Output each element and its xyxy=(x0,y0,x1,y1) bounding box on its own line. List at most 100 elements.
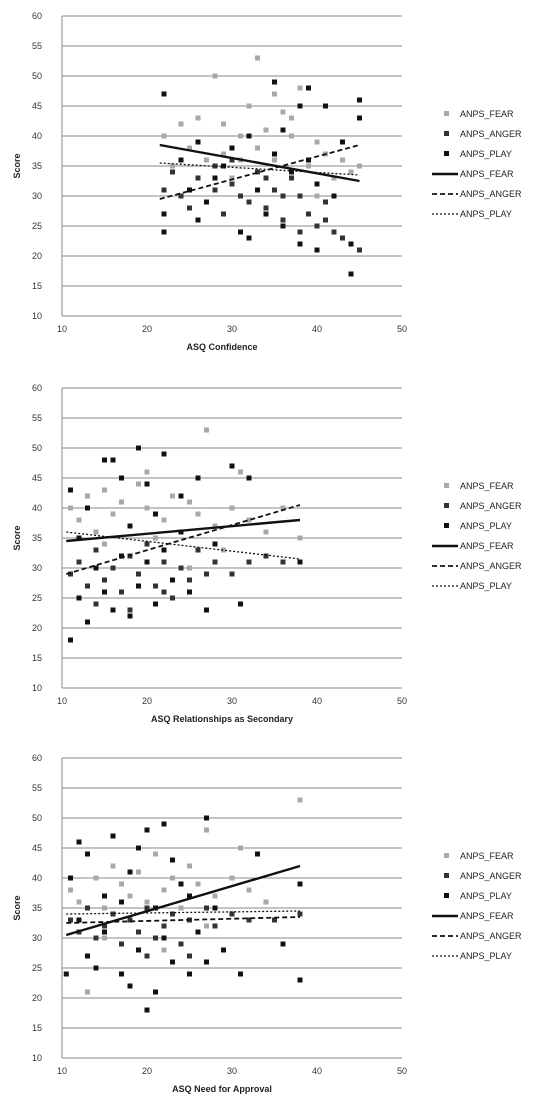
scatter-point-anps-play xyxy=(161,91,167,97)
scatter-point-anps-play xyxy=(204,607,209,613)
scatter-point-anps-play xyxy=(144,1007,150,1013)
legend-label: ANPS_PLAY xyxy=(460,149,512,159)
scatter-point-anps-fear xyxy=(187,145,192,151)
scatter-point-anps-fear xyxy=(127,893,133,899)
scatter-point-anps-play xyxy=(102,457,107,463)
scatter-point-anps-play xyxy=(127,869,133,875)
scatter-point-anps-play xyxy=(306,157,311,163)
y-tick-label: 20 xyxy=(32,623,42,633)
scatter-point-anps-play xyxy=(348,241,354,247)
scatter-point-anps-anger xyxy=(161,589,167,595)
y-axis-label: Score xyxy=(12,153,22,178)
scatter-point-anps-play xyxy=(144,481,150,487)
scatter-point-anps-play xyxy=(170,577,175,583)
scatter-point-anps-anger xyxy=(289,175,294,181)
scatter-point-anps-fear xyxy=(153,851,158,857)
scatter-point-anps-fear xyxy=(153,535,158,541)
legend: ANPS_FEAR ANPS_ANGER ANPS_PLAY ANPS_FEAR ANP… xyxy=(432,481,522,591)
scatter-point-anps-anger xyxy=(306,211,311,217)
scatter-point-anps-anger xyxy=(93,547,99,553)
scatter-point-anps-fear xyxy=(297,85,303,91)
scatter-point-anps-anger xyxy=(161,559,167,565)
trendline-anps-anger xyxy=(159,144,360,200)
scatter-point-anps-anger xyxy=(85,905,90,911)
scatter-point-anps-anger xyxy=(161,187,167,193)
scatter-point-anps-play xyxy=(85,851,90,857)
scatter-point-anps-anger xyxy=(229,911,235,917)
scatter-point-anps-play xyxy=(153,511,158,517)
scatter-point-anps-fear xyxy=(195,881,201,887)
scatter-point-anps-anger xyxy=(272,917,277,923)
scatter-point-anps-play xyxy=(136,947,141,953)
scatter-point-anps-play xyxy=(238,229,243,235)
scatter-point-anps-play xyxy=(314,247,320,253)
x-tick-label: 40 xyxy=(312,696,322,706)
scatter-point-anps-fear xyxy=(263,529,269,535)
scatter-point-anps-fear xyxy=(204,827,209,833)
scatter-point-anps-fear xyxy=(289,133,294,139)
legend-label: ANPS_PLAY xyxy=(460,209,512,219)
scatter-point-anps-fear xyxy=(110,511,116,517)
scatter-point-anps-play xyxy=(357,97,362,103)
scatter-point-anps-play xyxy=(68,487,73,493)
scatter-point-anps-fear xyxy=(280,109,286,115)
y-axis-label: Score xyxy=(12,525,22,550)
y-tick-label: 60 xyxy=(32,383,42,393)
y-tick-label: 40 xyxy=(32,503,42,513)
x-tick-label: 10 xyxy=(57,696,67,706)
y-tick-label: 15 xyxy=(32,1023,42,1033)
scatter-point-anps-fear xyxy=(195,115,201,121)
scatter-point-anps-anger xyxy=(144,953,150,959)
scatter-point-anps-play xyxy=(170,959,175,965)
scatter-point-anps-play xyxy=(348,271,354,277)
scatter-point-anps-anger xyxy=(212,163,218,169)
scatter-point-anps-play xyxy=(110,457,116,463)
scatter-point-anps-play xyxy=(110,607,116,613)
scatter-point-anps-play xyxy=(161,229,167,235)
scatter-point-anps-play xyxy=(204,815,209,821)
scatter-point-anps-play xyxy=(102,893,107,899)
scatter-point-anps-anger xyxy=(93,935,99,941)
x-axis-label: ASQ Relationships as Secondary xyxy=(151,714,293,724)
scatter-point-anps-play xyxy=(119,553,124,559)
scatter-point-anps-play xyxy=(153,601,158,607)
scatter-point-anps-fear xyxy=(229,175,235,181)
scatter-point-anps-play xyxy=(195,929,201,935)
scatter-point-anps-anger xyxy=(136,929,141,935)
scatter-point-anps-anger xyxy=(280,217,286,223)
scatter-point-anps-play xyxy=(144,559,150,565)
scatter-point-anps-play xyxy=(161,451,167,457)
y-tick-label: 45 xyxy=(32,843,42,853)
scatter-point-anps-fear xyxy=(195,511,201,517)
scatter-point-anps-fear xyxy=(306,163,311,169)
x-tick-label: 50 xyxy=(397,696,407,706)
scatter-point-anps-play xyxy=(238,971,243,977)
x-tick-label: 40 xyxy=(312,324,322,334)
scatter-point-anps-anger xyxy=(229,571,235,577)
scatter-point-anps-anger xyxy=(85,583,90,589)
scatter-point-anps-fear xyxy=(272,157,277,163)
y-tick-label: 50 xyxy=(32,71,42,81)
scatter-point-anps-play xyxy=(297,977,303,983)
scatter-point-anps-anger xyxy=(102,577,107,583)
scatter-point-anps-play xyxy=(306,85,311,91)
scatter-point-anps-fear xyxy=(144,899,150,905)
scatter-point-anps-fear xyxy=(314,139,320,145)
x-tick-label: 30 xyxy=(227,324,237,334)
legend-label: ANPS_ANGER xyxy=(460,129,522,139)
scatter-point-anps-play xyxy=(136,583,141,589)
scatter-point-anps-fear xyxy=(246,517,252,523)
legend: ANPS_FEAR ANPS_ANGER ANPS_PLAY ANPS_FEAR ANP… xyxy=(432,851,522,961)
scatter-point-anps-anger xyxy=(136,571,141,577)
scatter-point-anps-fear xyxy=(212,73,218,79)
trendline-anps-play xyxy=(66,531,301,560)
legend-label: ANPS_ANGER xyxy=(460,871,522,881)
scatter-point-anps-anger xyxy=(153,583,158,589)
scatter-point-anps-anger xyxy=(170,595,175,601)
scatter-point-anps-anger xyxy=(195,175,201,181)
legend-marker xyxy=(444,523,449,528)
scatter-point-anps-anger xyxy=(272,187,277,193)
legend-marker xyxy=(444,873,449,878)
trendline-anps-anger xyxy=(65,504,301,575)
scatter-point-anps-anger xyxy=(178,193,184,199)
